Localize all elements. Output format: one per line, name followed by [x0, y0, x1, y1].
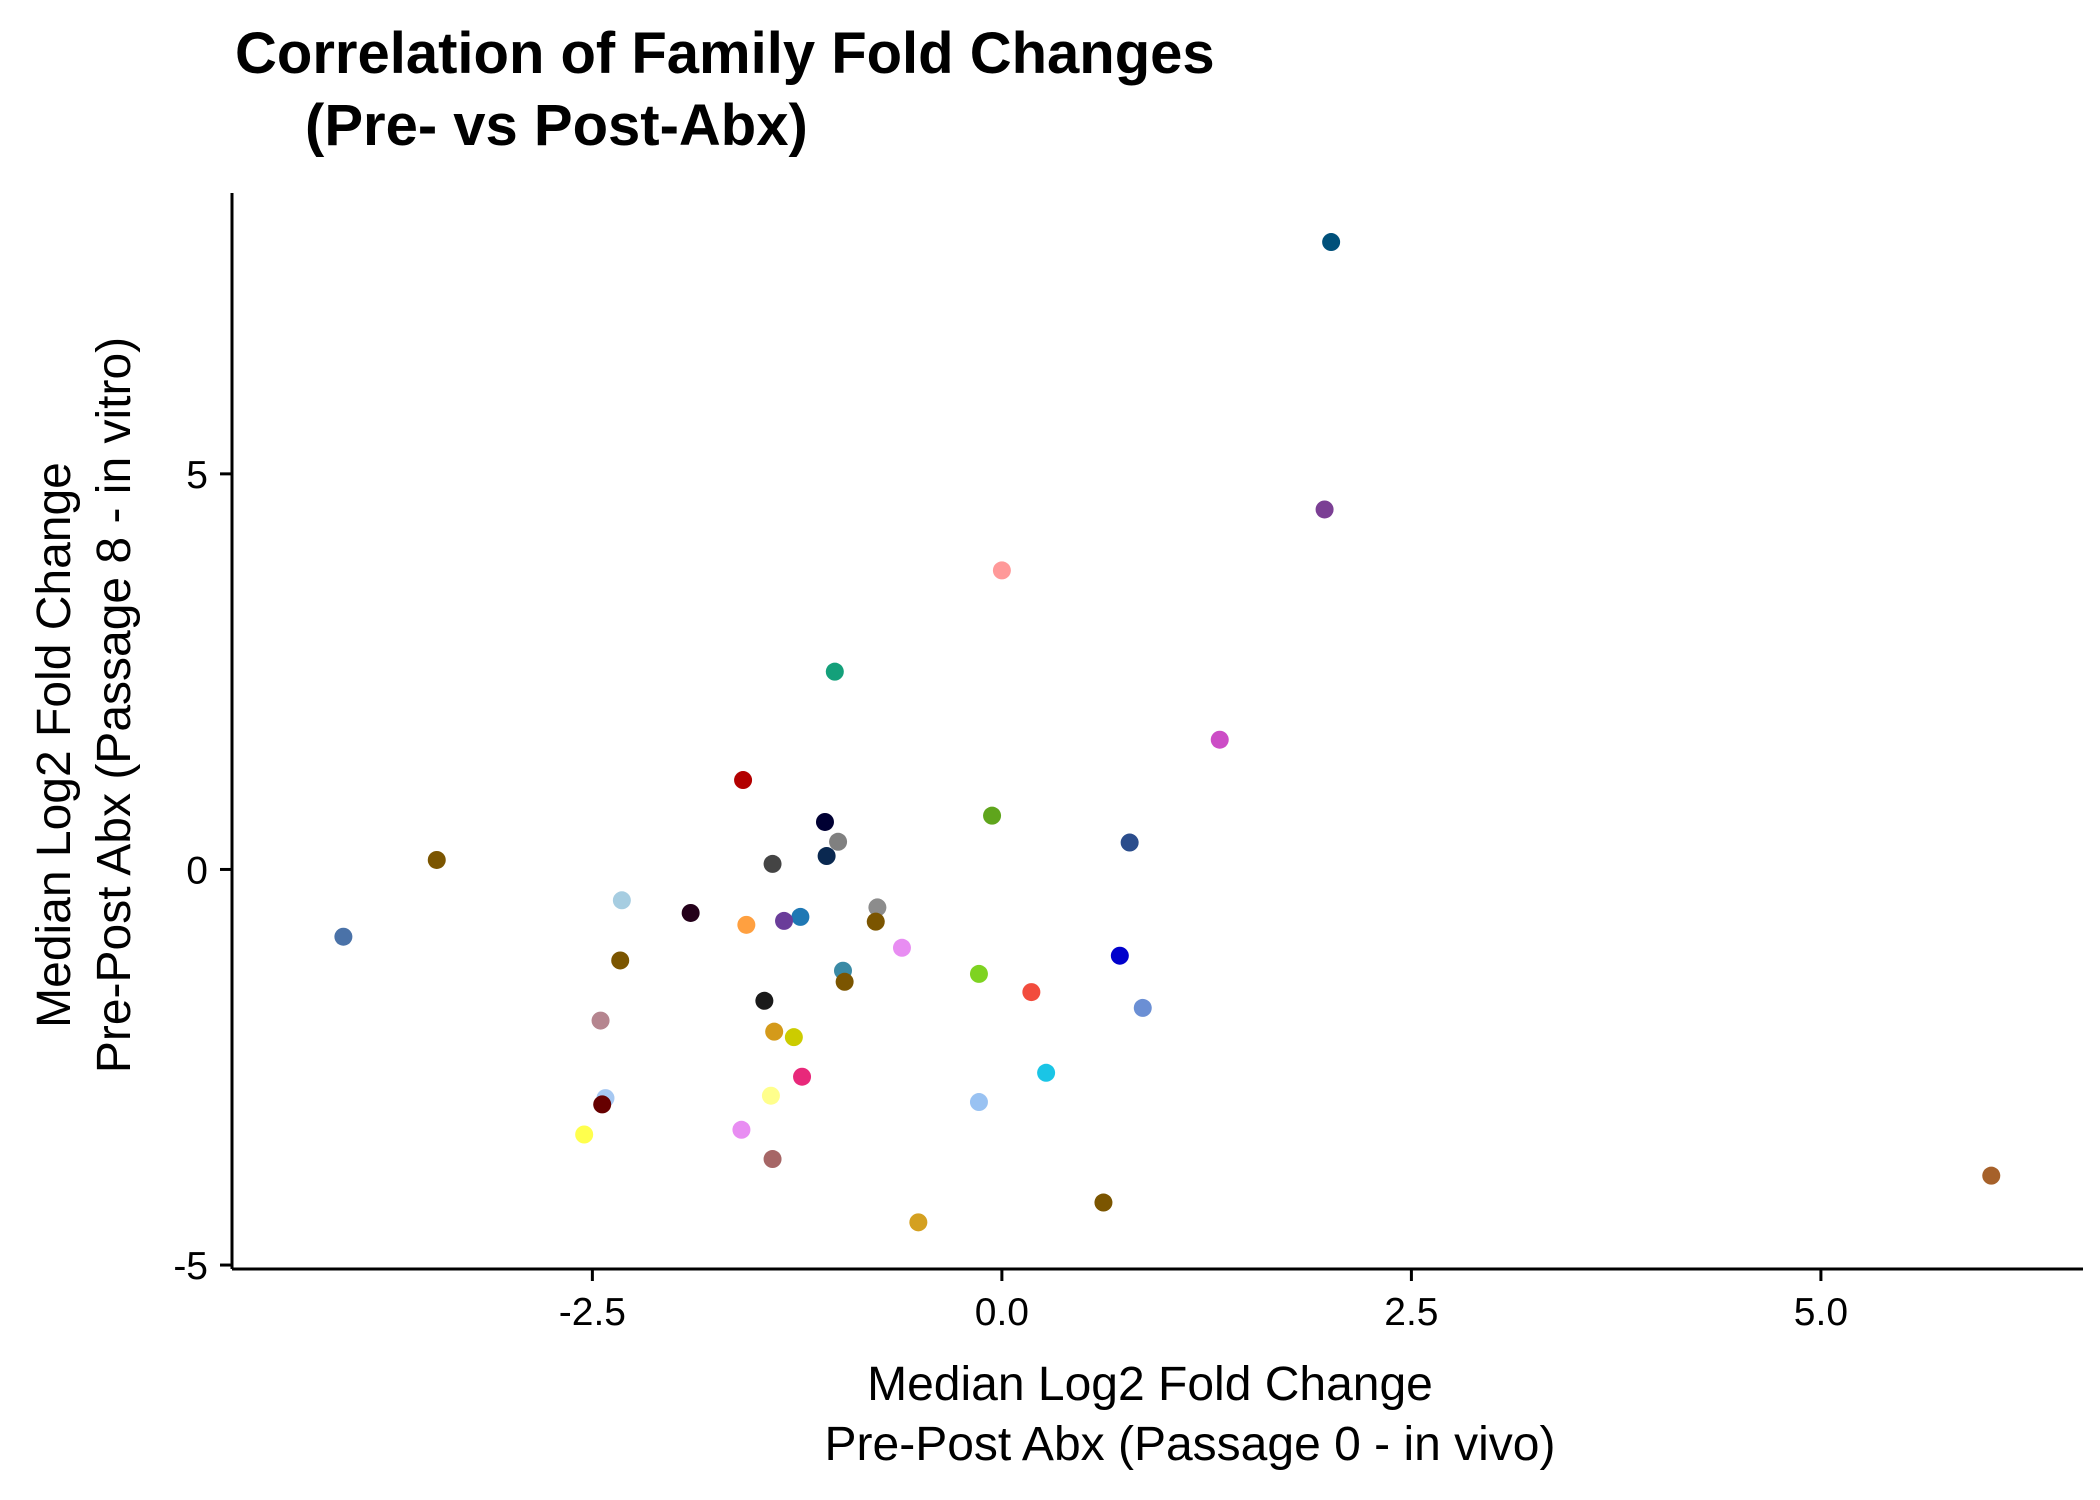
- scatter-point: [892, 938, 911, 957]
- x-tick-label: 2.5: [1384, 1291, 1438, 1334]
- scatter-point: [1120, 833, 1139, 852]
- y-tick-label: 0: [186, 849, 208, 892]
- scatter-point: [969, 964, 988, 983]
- scatter-point: [761, 1086, 780, 1105]
- scatter-point: [1094, 1193, 1113, 1212]
- scatter-point: [868, 898, 887, 917]
- scatter-point: [732, 1120, 751, 1139]
- scatter-point: [793, 1067, 812, 1086]
- y-axis-title-line-1: Median Log2 Fold Change: [28, 462, 81, 1028]
- chart-title-line-1: Correlation of Family Fold Changes: [235, 21, 1215, 86]
- data-points: [334, 233, 2001, 1232]
- x-tick-label: 0.0: [975, 1291, 1029, 1334]
- scatter-point: [591, 1011, 610, 1030]
- scatter-point: [815, 812, 834, 831]
- scatter-point: [575, 1125, 594, 1144]
- scatter-point: [611, 951, 630, 970]
- scatter-point: [835, 972, 854, 991]
- x-tick-label: 5.0: [1794, 1291, 1848, 1334]
- scatter-point: [1982, 1166, 2001, 1185]
- scatter-point: [1210, 730, 1229, 749]
- scatter-point: [1037, 1063, 1056, 1082]
- scatter-point: [612, 891, 631, 910]
- chart-title-line-2: (Pre- vs Post-Abx): [305, 93, 808, 158]
- scatter-point: [734, 771, 753, 790]
- scatter-point: [969, 1093, 988, 1112]
- y-axis-ticks: -5 0 5: [173, 454, 232, 1288]
- scatter-point: [817, 847, 836, 866]
- y-axis-title-line-2: Pre-Post Abx (Passage 8 - in vitro): [88, 337, 141, 1073]
- x-axis-ticks: -2.5 0.0 2.5 5.0: [559, 1269, 1848, 1334]
- scatter-point: [1322, 233, 1341, 252]
- chart-title: Correlation of Family Fold Changes (Pre-…: [235, 21, 1215, 158]
- scatter-point: [784, 1028, 803, 1047]
- scatter-point: [1110, 946, 1129, 965]
- scatter-point: [992, 561, 1011, 580]
- scatter-point: [765, 1022, 784, 1041]
- y-tick-label: -5: [173, 1245, 208, 1288]
- scatter-point: [791, 907, 810, 926]
- scatter-point: [763, 1150, 782, 1169]
- scatter-point: [763, 854, 782, 873]
- scatter-point: [1133, 998, 1152, 1017]
- scatter-point: [334, 927, 353, 946]
- scatter-point: [775, 911, 794, 930]
- scatter-point: [593, 1095, 612, 1114]
- scatter-point: [983, 806, 1002, 825]
- x-axis-title-line-2: Pre-Post Abx (Passage 0 - in vivo): [825, 1418, 1556, 1471]
- scatter-point: [866, 912, 885, 931]
- scatter-point: [1315, 500, 1334, 519]
- x-axis-title: Median Log2 Fold Change Pre-Post Abx (Pa…: [825, 1358, 1556, 1471]
- y-axis-title: Median Log2 Fold Change Pre-Post Abx (Pa…: [28, 337, 141, 1073]
- scatter-point: [755, 991, 774, 1010]
- x-axis-title-line-1: Median Log2 Fold Change: [867, 1358, 1433, 1411]
- scatter-point: [1022, 983, 1041, 1002]
- scatter-point: [829, 832, 848, 851]
- y-tick-label: 5: [186, 454, 208, 497]
- scatter-point: [681, 903, 700, 922]
- scatter-point: [909, 1213, 928, 1232]
- scatter-point: [825, 662, 844, 681]
- scatter-point: [737, 915, 756, 934]
- x-tick-label: -2.5: [559, 1291, 626, 1334]
- scatter-point: [427, 850, 446, 869]
